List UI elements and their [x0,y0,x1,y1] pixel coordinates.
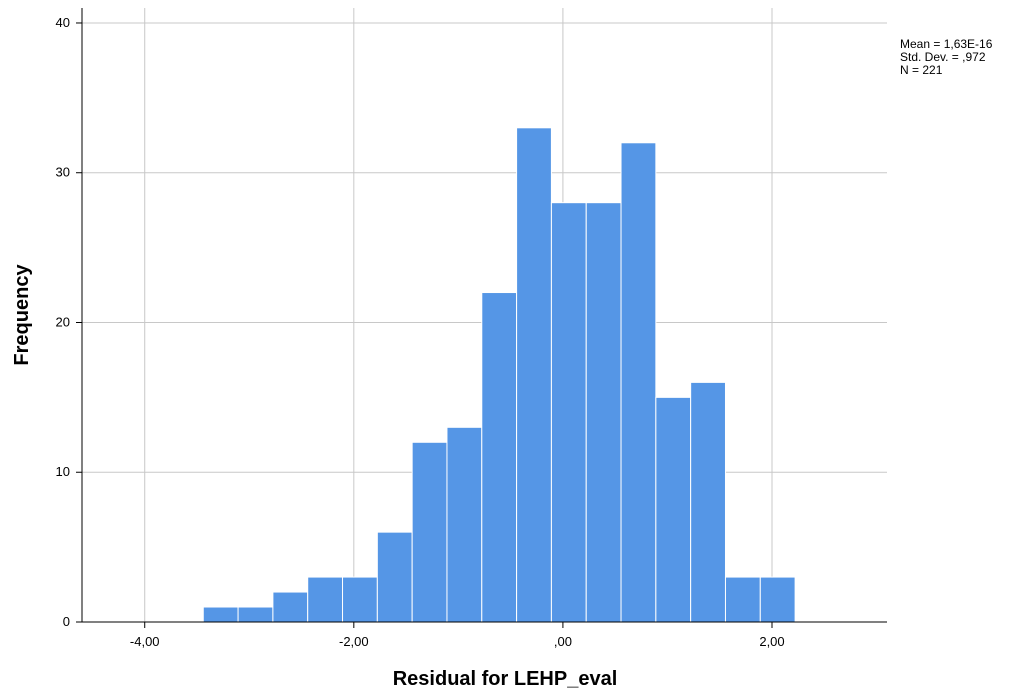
x-tick-label: -4,00 [130,634,160,649]
grid-layer [82,8,887,622]
histogram-bar [655,396,692,623]
bars-layer [202,127,796,623]
histogram-bar [272,591,309,623]
y-tick-label: 10 [56,464,70,479]
y-tick-label: 40 [56,15,70,30]
histogram-bar [446,426,483,623]
x-tick-label: -2,00 [339,634,369,649]
y-tick-label: 0 [63,614,70,629]
histogram-bar [516,127,552,623]
stats-box: Mean = 1,63E-16 Std. Dev. = ,972 N = 221 [900,37,993,77]
histogram-bar [237,606,274,623]
stats-std-dev: Std. Dev. = ,972 [900,50,986,64]
histogram-bar [550,202,587,623]
histogram-bar [759,576,796,623]
histogram-bar [342,576,378,623]
histogram-bar [481,292,518,623]
histogram-bar [202,606,239,623]
x-axis-title: Residual for LEHP_eval [393,668,618,690]
y-tick-label: 20 [56,314,70,329]
stats-mean: Mean = 1,63E-16 [900,37,993,51]
x-tick-label: 2,00 [759,634,784,649]
histogram-bar [307,576,344,623]
histogram-bar [724,576,761,623]
y-axis-title: Frequency [11,264,33,366]
histogram-bar [585,202,622,623]
histogram-bar [411,441,448,623]
axes-layer [81,8,887,623]
stats-n: N = 221 [900,63,943,77]
histogram-bar [376,531,413,623]
y-tick-label: 30 [56,165,70,180]
ticks-layer: 0 10 20 30 40 -4,00 -2,00 ,00 2,00 [56,15,785,649]
histogram-bar [620,142,657,623]
x-tick-label: ,00 [554,634,572,649]
histogram-bar [690,381,726,623]
